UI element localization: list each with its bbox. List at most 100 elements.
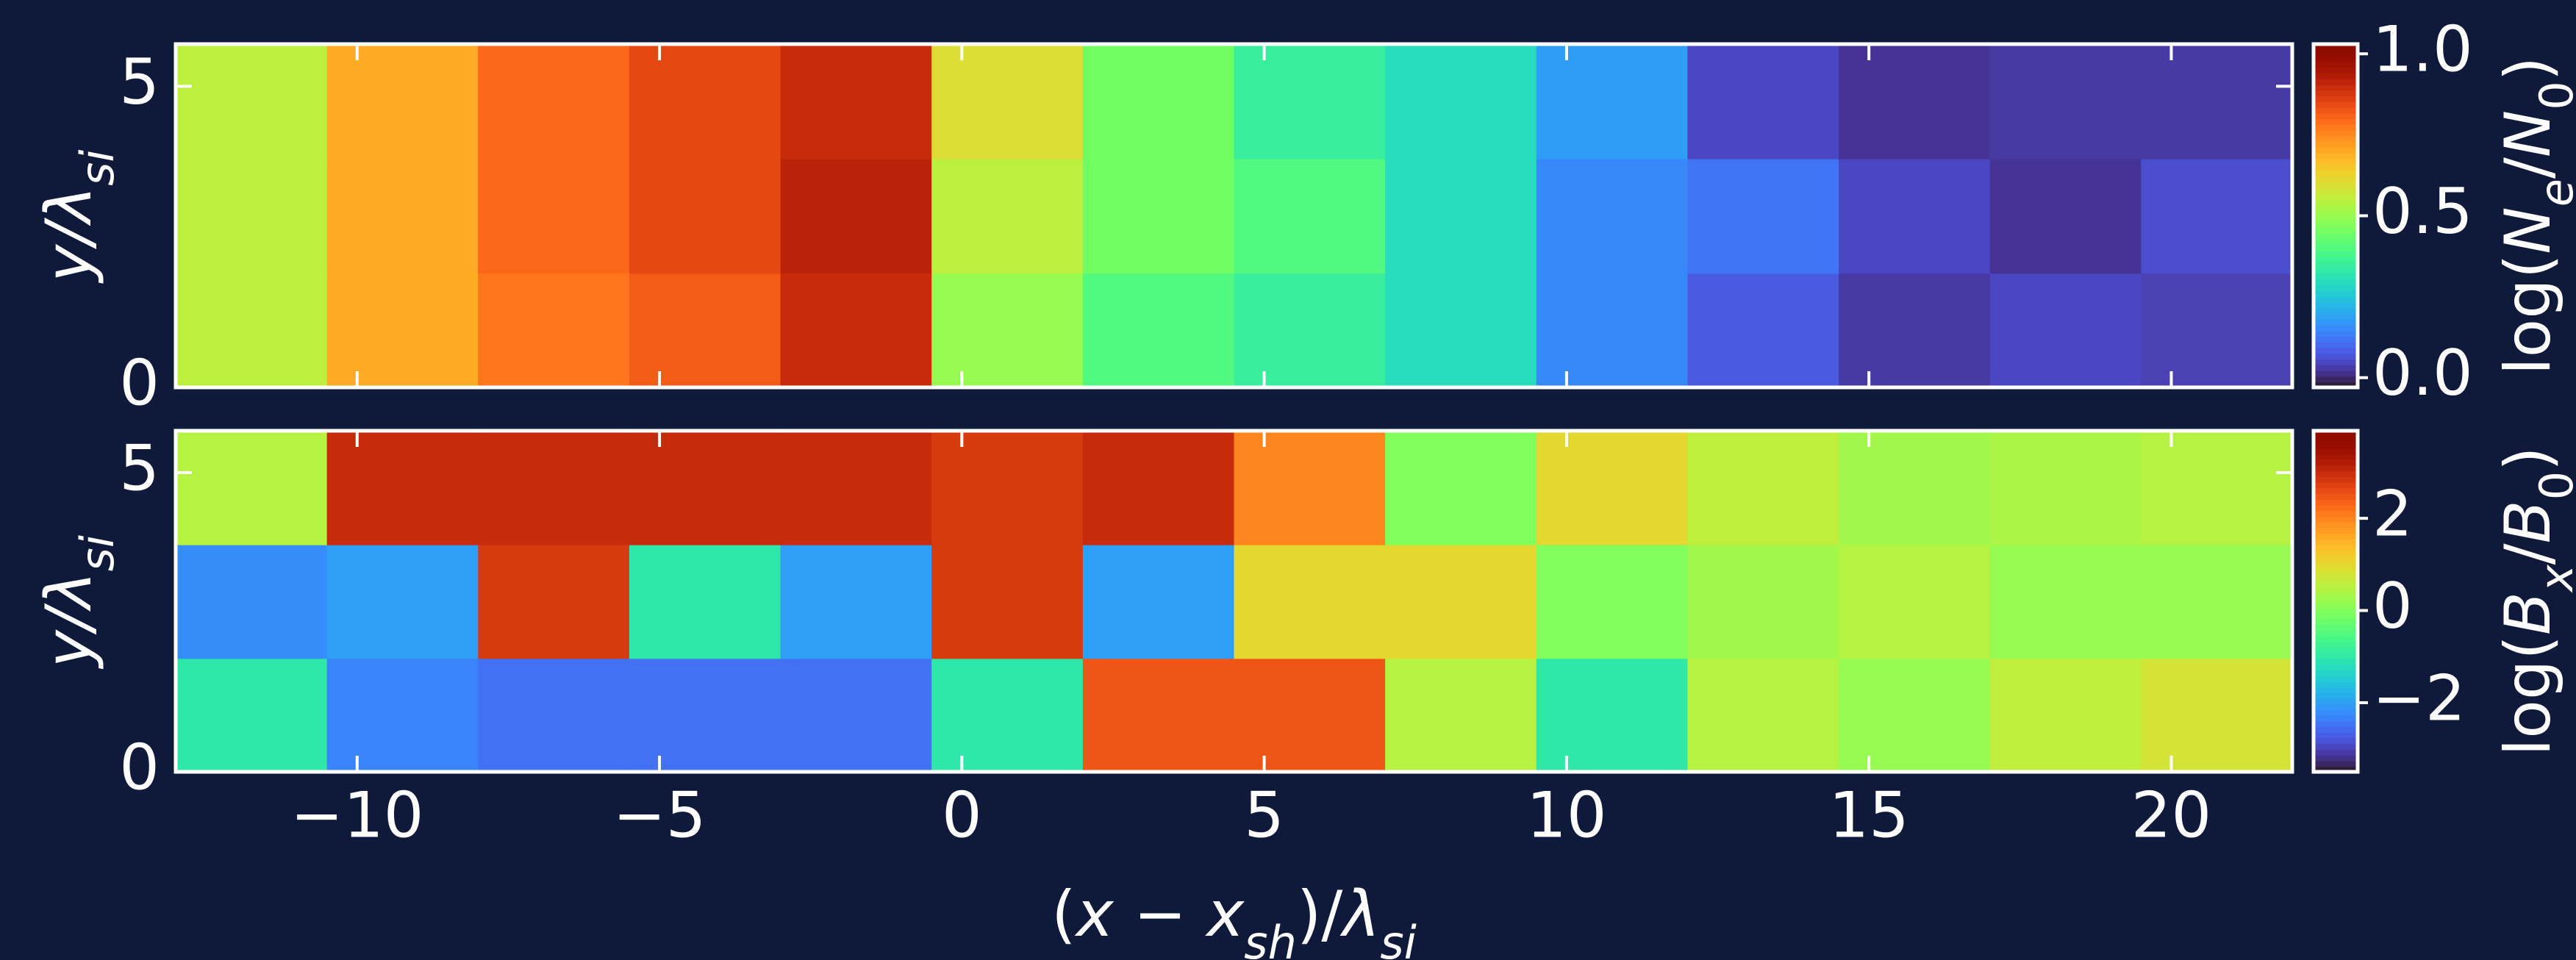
heat-cell bbox=[629, 431, 781, 545]
colorbar-step bbox=[2314, 129, 2358, 137]
colorbar-step bbox=[2314, 90, 2358, 97]
label-part: log( bbox=[2491, 254, 2565, 376]
colorbar-step bbox=[2314, 436, 2358, 443]
heat-cell bbox=[1989, 273, 2142, 387]
heat-cell bbox=[1839, 431, 1991, 545]
colorbar-step bbox=[2314, 347, 2358, 354]
heat-cell bbox=[780, 544, 933, 659]
colorbar-step bbox=[2314, 431, 2358, 437]
heat-cell bbox=[326, 431, 479, 545]
colorbar-step bbox=[2314, 312, 2358, 320]
label-part: ( bbox=[1051, 878, 1076, 951]
heat-cell bbox=[1687, 431, 1840, 545]
label-part: )/ bbox=[1297, 878, 1343, 951]
heat-cell bbox=[1536, 273, 1689, 387]
colorbar-step bbox=[2314, 601, 2358, 608]
colorbar-step bbox=[2314, 78, 2358, 85]
colorbar-step bbox=[2314, 703, 2358, 710]
heat-cell bbox=[1839, 44, 1991, 160]
colorbar-step bbox=[2314, 687, 2358, 693]
heat-cell bbox=[478, 544, 630, 659]
heat-cell bbox=[326, 158, 479, 274]
colorbar-step bbox=[2314, 595, 2358, 602]
label-part: ) bbox=[2491, 57, 2565, 82]
colorbar-step bbox=[2314, 743, 2358, 751]
colorbar-step bbox=[2314, 754, 2358, 762]
heat-cell bbox=[1989, 158, 2142, 274]
colorbar-step bbox=[2314, 123, 2358, 131]
colorbar-step bbox=[2314, 737, 2358, 745]
colorbar-step bbox=[2314, 84, 2358, 91]
heat-cell bbox=[1989, 44, 2142, 160]
colorbar-step bbox=[2314, 370, 2358, 377]
colorbar-step bbox=[2314, 215, 2358, 223]
heat-cell bbox=[1082, 658, 1235, 772]
heat-cell bbox=[629, 158, 781, 274]
colorbar-step bbox=[2314, 675, 2358, 682]
heat-cell bbox=[1234, 158, 1387, 274]
heat-cell bbox=[478, 273, 630, 387]
colorbar-step bbox=[2314, 164, 2358, 171]
frame bbox=[173, 42, 2294, 390]
colorbar-step bbox=[2314, 318, 2358, 326]
colorbar-step bbox=[2314, 72, 2358, 79]
colorbar-step bbox=[2314, 176, 2358, 182]
heat-cell bbox=[931, 544, 1084, 659]
label-part: ) bbox=[2491, 446, 2565, 471]
heat-cell bbox=[1687, 158, 1840, 274]
heat-cell bbox=[176, 273, 328, 387]
colorbar-step bbox=[2314, 681, 2358, 687]
heat-cell bbox=[931, 658, 1084, 772]
heat-cell bbox=[478, 658, 630, 772]
heat-cell bbox=[629, 544, 781, 659]
heat-cell bbox=[1687, 658, 1840, 772]
colorbar-step bbox=[2314, 760, 2358, 767]
colorbar-step bbox=[2314, 67, 2358, 74]
heat-cell bbox=[2141, 431, 2292, 545]
colorbar-step bbox=[2314, 442, 2358, 449]
colorbar-step bbox=[2314, 731, 2358, 739]
heat-cell bbox=[931, 273, 1084, 387]
heat-cell bbox=[478, 158, 630, 274]
colorbar-step bbox=[2314, 301, 2358, 309]
heat-cell bbox=[780, 158, 933, 274]
label-part: B bbox=[2491, 592, 2565, 635]
label-part: sh bbox=[1244, 916, 1297, 960]
label-part: N bbox=[2491, 207, 2565, 254]
colorbar-step bbox=[2314, 250, 2358, 257]
heat-cell bbox=[780, 658, 933, 772]
heat-cell bbox=[1082, 44, 1235, 160]
heat-cell bbox=[1385, 273, 1537, 387]
label-part: 0 bbox=[2530, 81, 2576, 110]
colorbar-step bbox=[2314, 584, 2358, 591]
y-tick-label: 5 bbox=[119, 431, 160, 505]
colorbar-step bbox=[2314, 493, 2358, 500]
heat-cell bbox=[1082, 273, 1235, 387]
colorbar-step bbox=[2314, 567, 2358, 574]
heat-cell bbox=[176, 431, 328, 545]
heat-cell bbox=[176, 658, 328, 772]
heat-cell bbox=[629, 273, 781, 387]
colorbar-step bbox=[2314, 244, 2358, 251]
colorbar-step bbox=[2314, 238, 2358, 246]
colorbar-step bbox=[2314, 324, 2358, 332]
colorbar-step bbox=[2314, 341, 2358, 348]
colorbar-step bbox=[2314, 118, 2358, 125]
colorbar-step bbox=[2314, 561, 2358, 568]
heat-cell bbox=[1385, 44, 1537, 160]
heat-cell bbox=[1989, 544, 2142, 659]
colorbar-step bbox=[2314, 227, 2358, 234]
heat-cell bbox=[1082, 431, 1235, 545]
label-part: si bbox=[1380, 916, 1417, 960]
colorbar-step bbox=[2314, 267, 2358, 274]
heat-cell bbox=[780, 44, 933, 160]
label-part: B bbox=[2491, 500, 2565, 543]
frame bbox=[173, 429, 2294, 774]
colorbar-step bbox=[2314, 135, 2358, 143]
colorbar-step bbox=[2314, 261, 2358, 268]
heat-cell bbox=[1839, 158, 1991, 274]
colorbar-tick-label: 2 bbox=[2372, 478, 2413, 551]
colorbar-step bbox=[2314, 101, 2358, 108]
heat-cell bbox=[1839, 658, 1991, 772]
